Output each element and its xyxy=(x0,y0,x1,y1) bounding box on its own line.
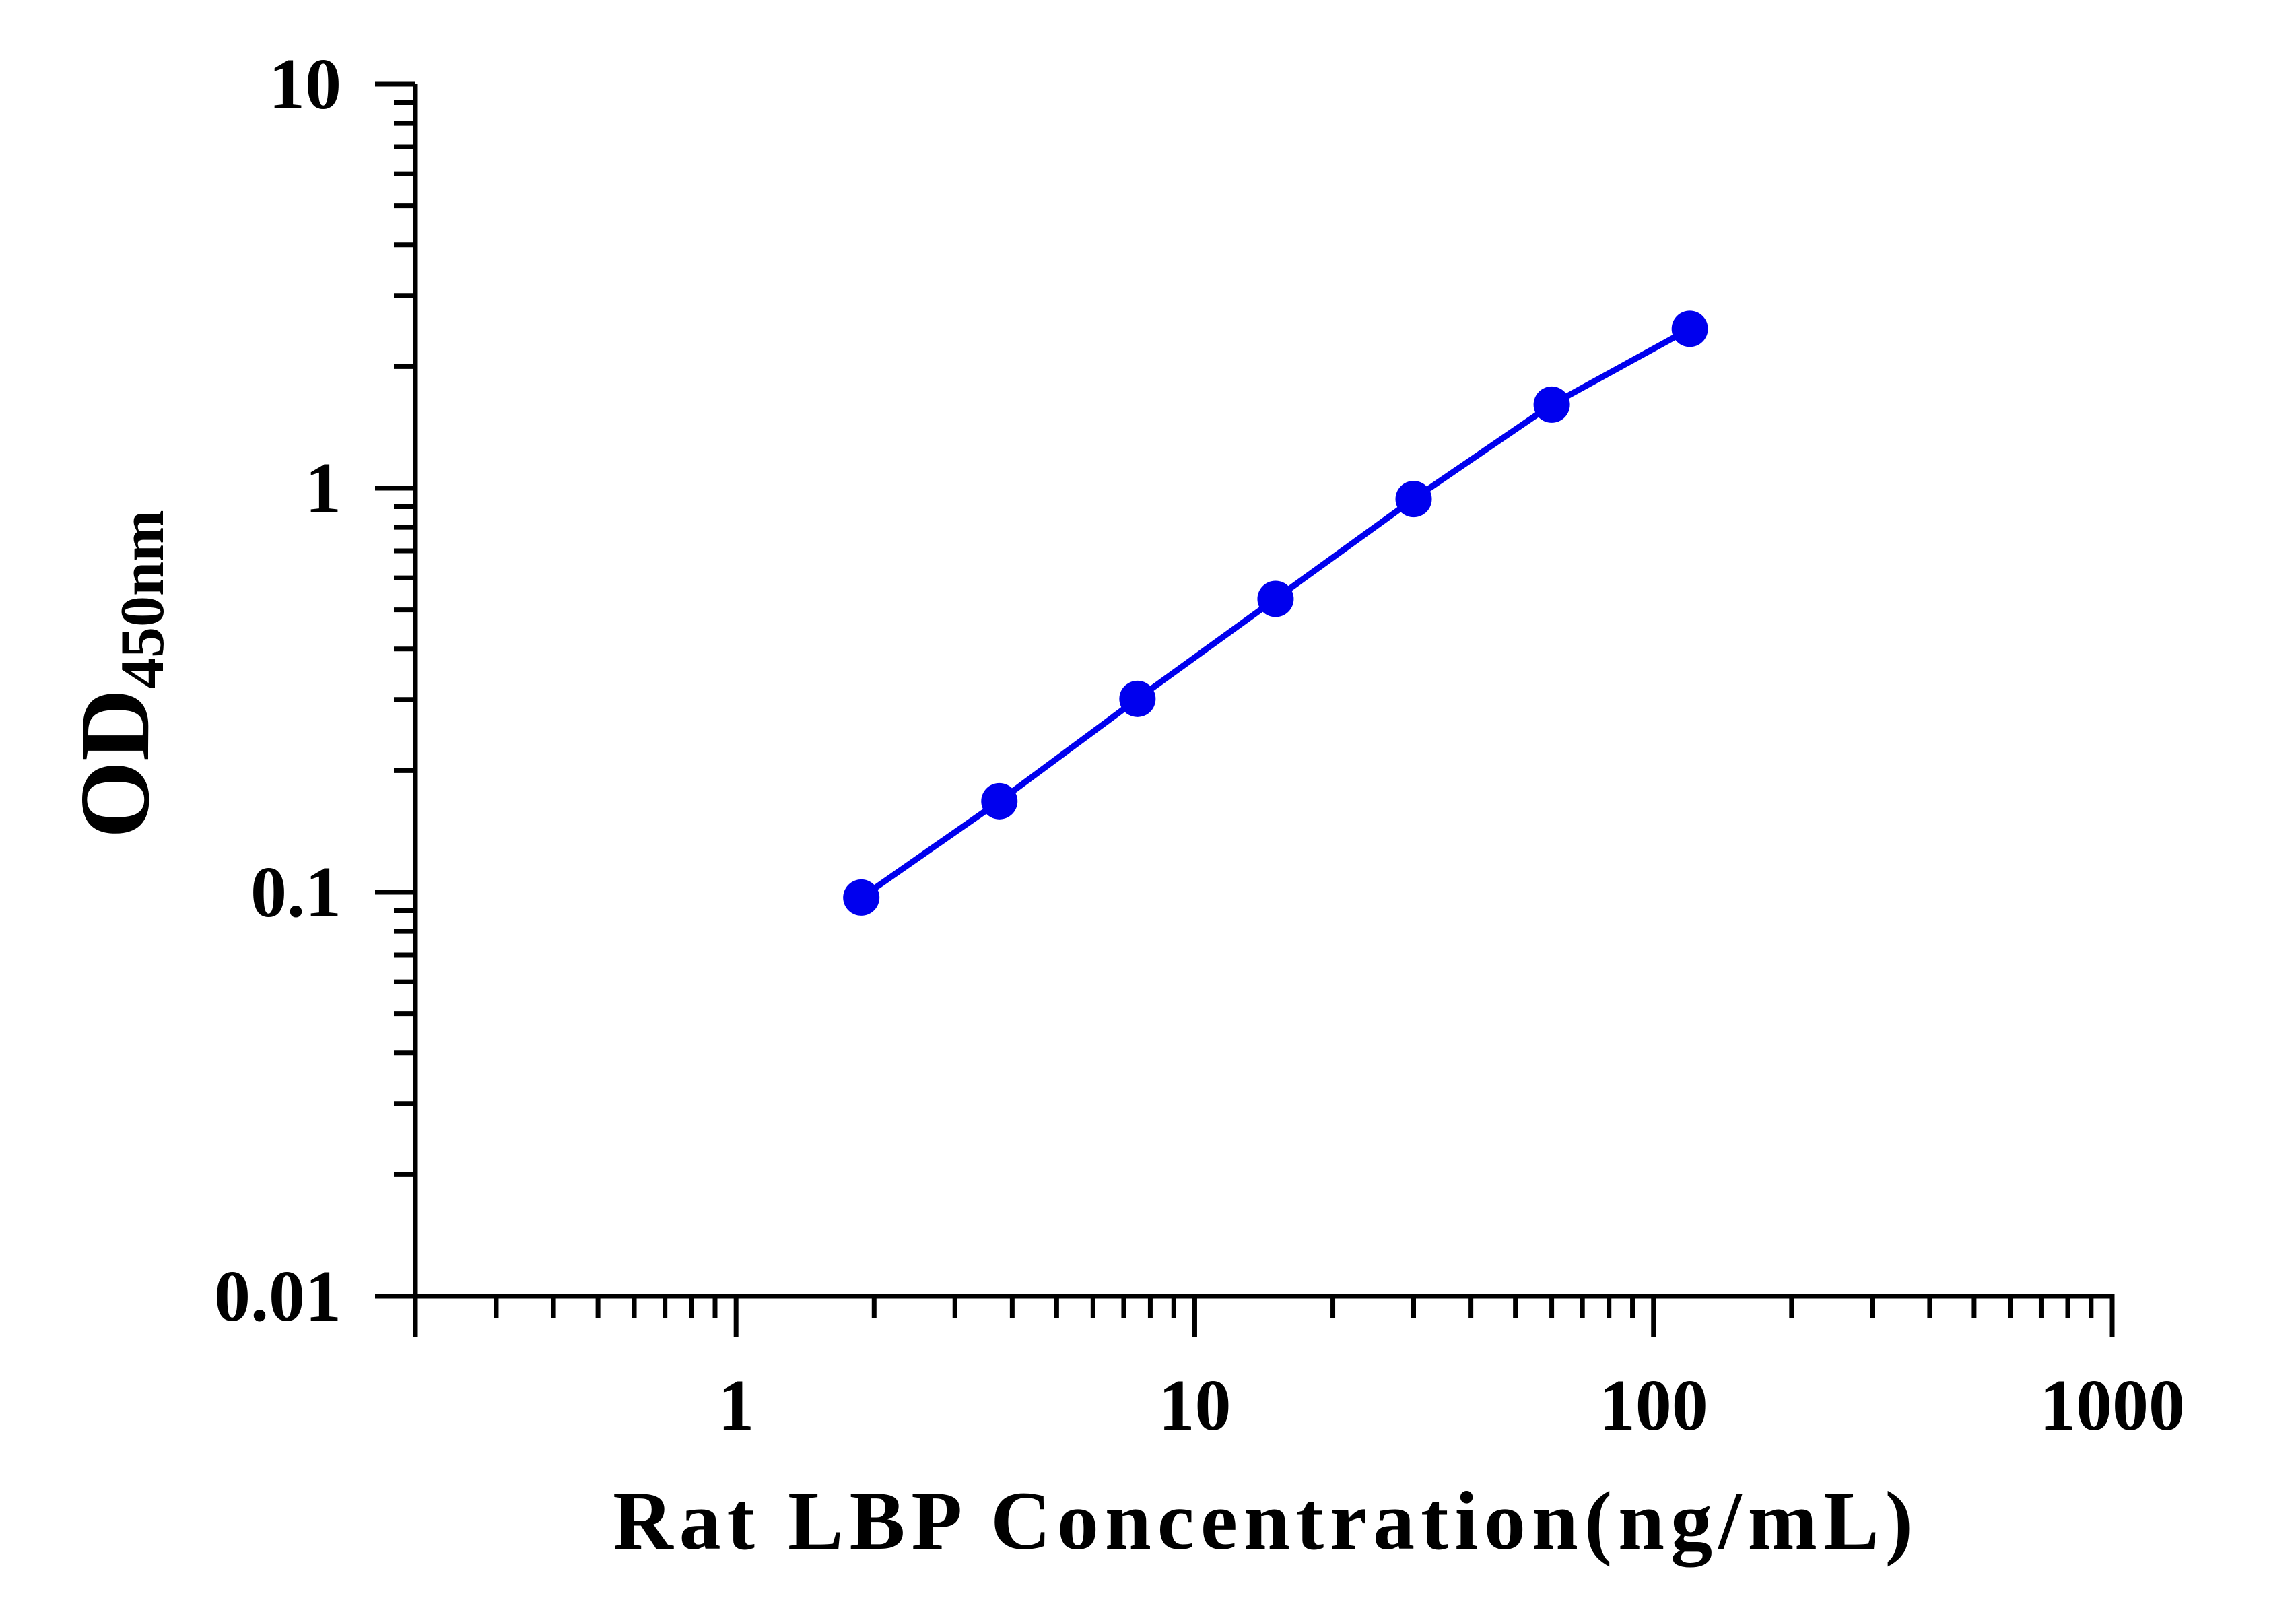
data-point xyxy=(981,782,1018,820)
svg-text:OD450nm: OD450nm xyxy=(60,510,176,838)
y-tick-label: 0.1 xyxy=(250,853,341,933)
y-axis-title-subscript: 450nm xyxy=(108,510,176,689)
y-axis-title: OD450nm xyxy=(60,510,176,838)
x-tick-label: 10 xyxy=(1158,1366,1231,1446)
data-point xyxy=(843,879,880,916)
data-point xyxy=(1395,481,1432,518)
axes xyxy=(375,81,2115,1337)
x-tick-label: 1000 xyxy=(2039,1366,2185,1446)
y-tick-label: 10 xyxy=(269,44,341,125)
y-axis-title-main: OD xyxy=(60,689,170,838)
y-tick-label: 1 xyxy=(305,448,341,529)
x-tick-label: 100 xyxy=(1599,1366,1708,1446)
x-axis-title: Rat LBP Concentration(ng/mL) xyxy=(613,1475,1919,1568)
series-group xyxy=(843,310,1708,916)
data-point xyxy=(1533,386,1570,423)
data-point xyxy=(1119,680,1156,717)
x-tick-label: 1 xyxy=(718,1366,754,1446)
data-point xyxy=(1257,580,1294,617)
tick-labels: 0.01 0.1 1 10 1 10 100 1000 xyxy=(214,44,2185,1446)
y-tick-label: 0.01 xyxy=(214,1257,341,1337)
data-point xyxy=(1671,310,1708,347)
